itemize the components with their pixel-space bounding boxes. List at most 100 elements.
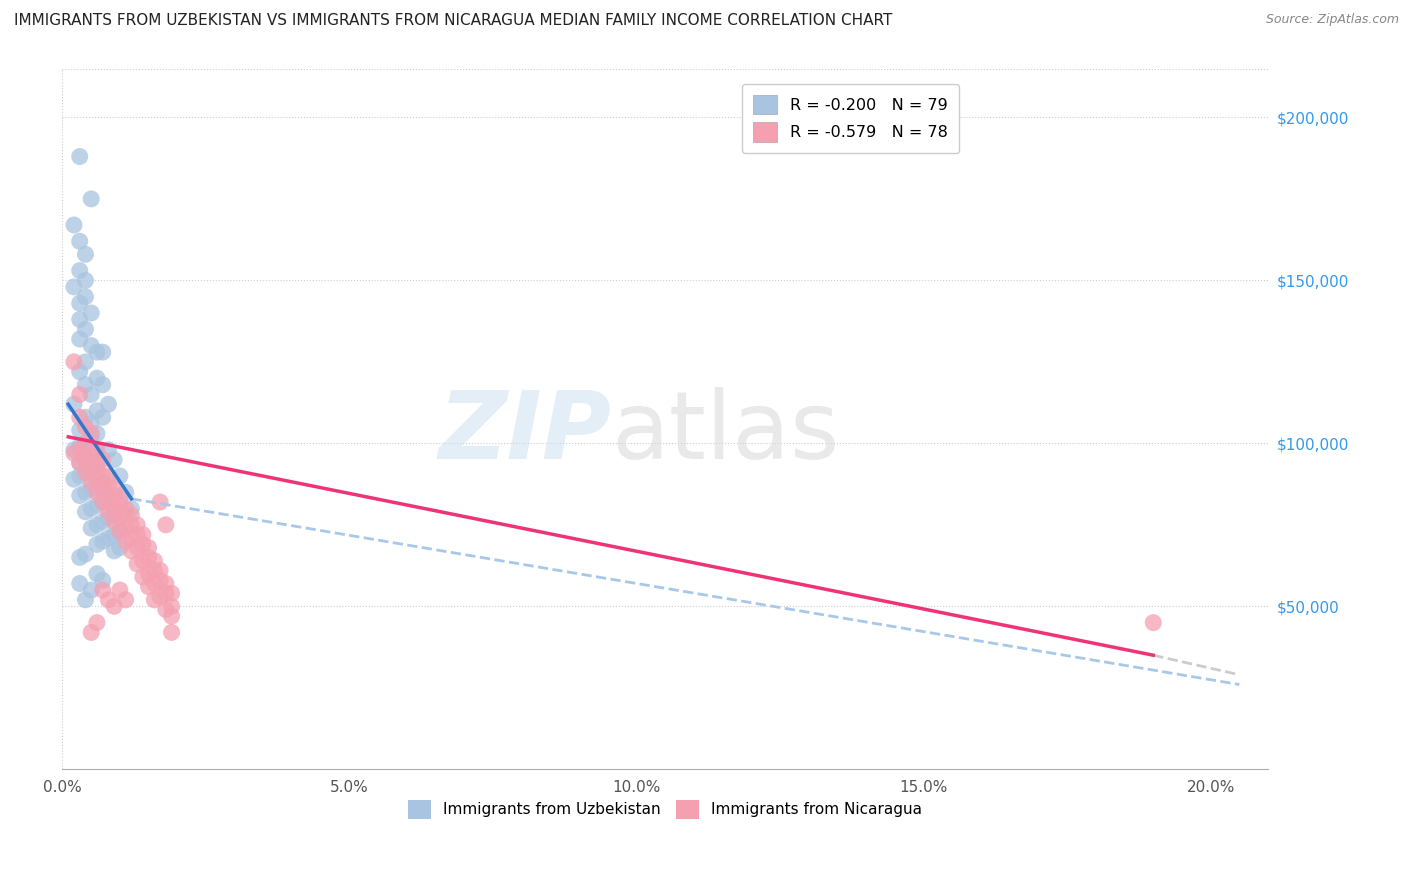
Point: [149, 590, 172, 604]
Point: [114, 508, 136, 522]
Point: [69, 440, 91, 454]
Point: [80, 430, 103, 444]
Point: [97, 511, 120, 525]
Point: [69, 296, 91, 310]
Point: [69, 489, 91, 503]
Point: [108, 524, 131, 539]
Point: [75, 247, 97, 261]
Point: [69, 332, 91, 346]
Point: [114, 534, 136, 549]
Point: [86, 485, 108, 500]
Point: [138, 550, 160, 565]
Point: [120, 501, 142, 516]
Point: [97, 469, 120, 483]
Point: [80, 387, 103, 401]
Point: [86, 517, 108, 532]
Point: [114, 485, 136, 500]
Point: [155, 576, 177, 591]
Point: [91, 345, 114, 359]
Point: [75, 436, 97, 450]
Point: [80, 192, 103, 206]
Point: [75, 452, 97, 467]
Point: [114, 521, 136, 535]
Point: [138, 580, 160, 594]
Point: [69, 576, 91, 591]
Point: [108, 498, 131, 512]
Point: [69, 456, 91, 470]
Point: [120, 544, 142, 558]
Point: [63, 397, 86, 411]
Point: [149, 564, 172, 578]
Point: [86, 345, 108, 359]
Point: [108, 541, 131, 555]
Point: [86, 479, 108, 493]
Point: [120, 517, 142, 532]
Point: [138, 566, 160, 581]
Point: [69, 234, 91, 248]
Point: [86, 566, 108, 581]
Point: [91, 482, 114, 496]
Point: [143, 554, 166, 568]
Point: [75, 592, 97, 607]
Point: [91, 582, 114, 597]
Point: [80, 625, 103, 640]
Point: [63, 218, 86, 232]
Point: [108, 469, 131, 483]
Point: [97, 442, 120, 457]
Point: [91, 515, 114, 529]
Point: [80, 475, 103, 490]
Point: [155, 602, 177, 616]
Point: [75, 377, 97, 392]
Point: [69, 149, 91, 163]
Point: [91, 452, 114, 467]
Text: IMMIGRANTS FROM UZBEKISTAN VS IMMIGRANTS FROM NICARAGUA MEDIAN FAMILY INCOME COR: IMMIGRANTS FROM UZBEKISTAN VS IMMIGRANTS…: [14, 13, 893, 29]
Point: [160, 609, 183, 624]
Point: [108, 582, 131, 597]
Point: [69, 312, 91, 326]
Point: [75, 547, 97, 561]
Point: [103, 452, 125, 467]
Point: [91, 377, 114, 392]
Point: [69, 365, 91, 379]
Legend: Immigrants from Uzbekistan, Immigrants from Nicaragua: Immigrants from Uzbekistan, Immigrants f…: [402, 794, 928, 825]
Point: [97, 592, 120, 607]
Point: [91, 410, 114, 425]
Point: [86, 459, 108, 474]
Point: [86, 498, 108, 512]
Point: [127, 541, 149, 555]
Text: ZIP: ZIP: [439, 387, 612, 479]
Point: [75, 466, 97, 480]
Point: [103, 482, 125, 496]
Point: [91, 574, 114, 588]
Point: [132, 570, 155, 584]
Point: [103, 501, 125, 516]
Point: [63, 355, 86, 369]
Point: [69, 442, 91, 457]
Point: [80, 521, 103, 535]
Point: [97, 479, 120, 493]
Point: [97, 505, 120, 519]
Point: [120, 531, 142, 545]
Point: [103, 527, 125, 541]
Point: [108, 491, 131, 506]
Point: [86, 446, 108, 460]
Point: [86, 442, 108, 457]
Point: [75, 505, 97, 519]
Point: [80, 582, 103, 597]
Point: [97, 397, 120, 411]
Point: [80, 306, 103, 320]
Point: [75, 273, 97, 287]
Point: [75, 466, 97, 480]
Point: [80, 426, 103, 441]
Point: [103, 544, 125, 558]
Point: [155, 586, 177, 600]
Point: [114, 592, 136, 607]
Text: Source: ZipAtlas.com: Source: ZipAtlas.com: [1265, 13, 1399, 27]
Point: [63, 446, 86, 460]
Point: [86, 403, 108, 417]
Point: [160, 625, 183, 640]
Point: [91, 469, 114, 483]
Point: [69, 387, 91, 401]
Point: [75, 290, 97, 304]
Point: [86, 371, 108, 385]
